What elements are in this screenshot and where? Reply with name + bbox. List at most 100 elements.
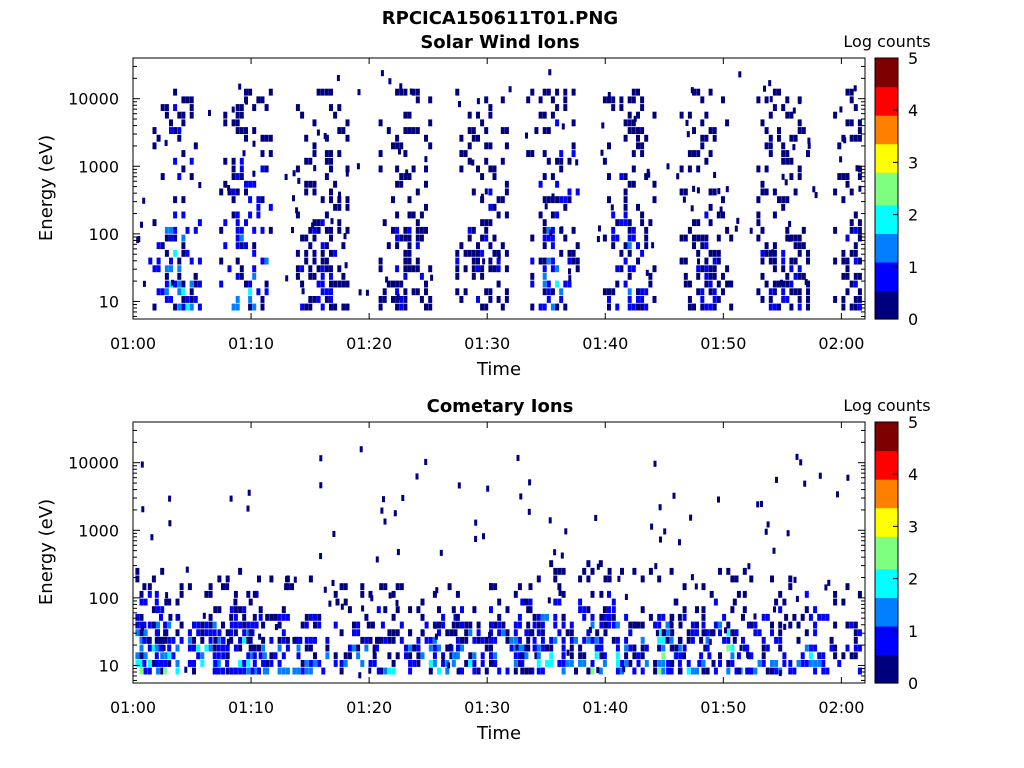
heatmap-cell	[600, 149, 604, 156]
heatmap-cell	[661, 660, 666, 667]
heatmap-cell	[497, 613, 502, 621]
heatmap-cell	[380, 70, 384, 77]
colorbar-band	[875, 634, 898, 639]
heatmap-cell	[169, 257, 173, 265]
heatmap-cell	[849, 303, 854, 311]
heatmap-cell	[799, 459, 803, 466]
heatmap-cell	[792, 613, 797, 621]
heatmap-cell	[295, 211, 300, 219]
heatmap-cell	[474, 519, 478, 526]
heatmap-cell	[252, 104, 257, 111]
heatmap-cell	[484, 219, 489, 227]
heatmap-cell	[777, 303, 781, 311]
heatmap-cell	[219, 226, 224, 234]
heatmap-cell	[853, 296, 858, 303]
colorbar-band	[875, 164, 898, 169]
heatmap-cell	[833, 111, 838, 119]
heatmap-cell	[411, 211, 416, 219]
heatmap-cell	[189, 280, 194, 288]
heatmap-cell	[140, 624, 144, 631]
heatmap-cell	[252, 170, 256, 177]
heatmap-cell	[517, 583, 522, 591]
heatmap-cell	[797, 173, 802, 180]
heatmap-cell	[489, 644, 493, 652]
heatmap-cell	[817, 660, 822, 667]
heatmap-cell	[633, 115, 637, 122]
heatmap-cell	[559, 165, 564, 173]
heatmap-cell	[433, 622, 437, 629]
heatmap-cell	[229, 629, 234, 637]
heatmap-cell	[628, 629, 633, 637]
heatmap-cell	[227, 185, 231, 192]
heatmap-cell	[624, 660, 629, 667]
heatmap-cell	[496, 296, 501, 303]
heatmap-cell	[239, 104, 244, 111]
heatmap-cell	[260, 257, 265, 265]
heatmap-cell	[687, 165, 692, 173]
heatmap-cell	[139, 629, 144, 637]
heatmap-cell	[781, 296, 786, 303]
heatmap-cell	[825, 667, 830, 675]
colorbar-band	[875, 519, 898, 525]
heatmap-cell	[804, 590, 809, 598]
heatmap-cell	[480, 173, 485, 180]
heatmap-cell	[653, 660, 658, 667]
heatmap-cell	[806, 288, 810, 296]
heatmap-cell	[333, 180, 338, 188]
heatmap-cell	[449, 652, 454, 660]
heatmap-cell	[607, 606, 611, 614]
heatmap-cell	[415, 226, 420, 234]
heatmap-cell	[235, 219, 240, 227]
heatmap-cell	[213, 667, 218, 675]
heatmap-cell	[308, 226, 313, 234]
heatmap-cell	[627, 272, 632, 280]
heatmap-cell	[841, 598, 846, 606]
heatmap-cell	[540, 629, 545, 637]
heatmap-cell	[849, 119, 854, 127]
heatmap-cell	[666, 163, 670, 170]
heatmap-cell	[718, 621, 722, 629]
heatmap-cell	[281, 636, 286, 644]
heatmap-cell	[256, 203, 261, 211]
heatmap-cell	[386, 280, 391, 288]
heatmap-cell	[615, 644, 620, 652]
heatmap-cell	[563, 234, 568, 242]
heatmap-cell	[173, 280, 178, 288]
heatmap-cell	[821, 613, 826, 621]
colorbar-band	[875, 98, 898, 104]
heatmap-cell	[793, 242, 798, 250]
heatmap-cell	[648, 280, 653, 288]
heatmap-cell	[792, 144, 796, 151]
heatmap-cell	[139, 652, 144, 660]
heatmap-cell	[489, 583, 493, 591]
heatmap-cell	[391, 667, 396, 675]
heatmap-cell	[135, 652, 140, 660]
heatmap-cell	[364, 644, 369, 652]
heatmap-cell	[696, 150, 701, 157]
heatmap-cell	[248, 598, 253, 606]
heatmap-cell	[156, 134, 161, 142]
heatmap-cell	[229, 667, 234, 675]
heatmap-cell	[772, 211, 777, 219]
heatmap-cell	[337, 127, 342, 134]
heatmap-cell	[181, 165, 186, 173]
y-tick-label: 1000	[78, 157, 119, 176]
heatmap-cell	[391, 142, 395, 150]
heatmap-cell	[565, 629, 570, 637]
heatmap-cell	[858, 185, 862, 192]
heatmap-cell	[393, 510, 397, 517]
colorbar-band	[875, 294, 898, 300]
heatmap-cell	[383, 636, 388, 644]
heatmap-cell	[504, 288, 509, 296]
heatmap-cell	[563, 96, 568, 104]
heatmap-cell	[135, 660, 140, 667]
heatmap-cell	[420, 652, 425, 660]
heatmap-cell	[812, 186, 816, 193]
heatmap-cell	[627, 242, 632, 250]
heatmap-cell	[323, 133, 327, 140]
heatmap-cell	[296, 644, 301, 652]
heatmap-cell	[717, 188, 721, 195]
heatmap-cell	[687, 303, 692, 311]
heatmap-cell	[248, 88, 253, 96]
heatmap-cell	[726, 621, 731, 629]
